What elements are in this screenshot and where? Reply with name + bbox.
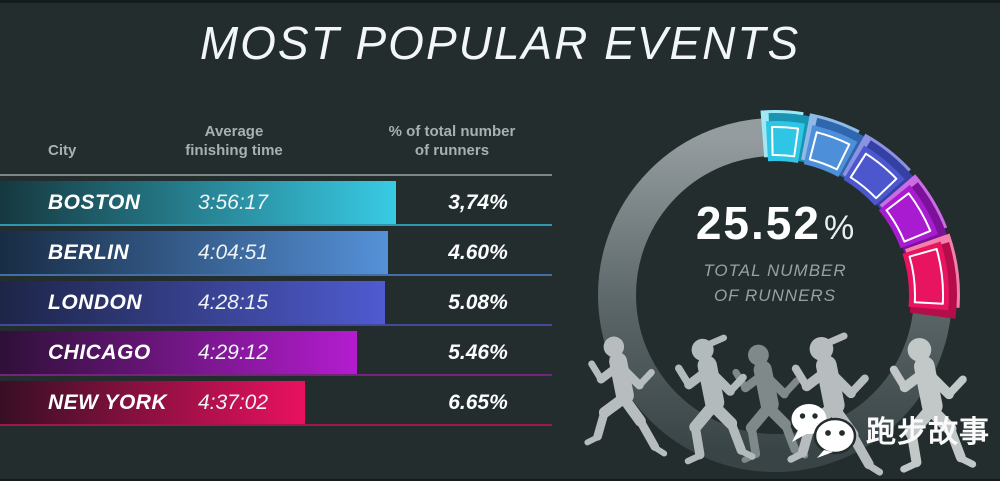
finishing-time: 4:29:12 [197, 341, 269, 364]
row-separator [0, 374, 552, 376]
time-bar [0, 231, 389, 274]
table-row: CHICAGO 4:29:12 5.46% [0, 331, 552, 381]
percent-value: 3,74% [448, 191, 508, 214]
time-bar [0, 281, 385, 324]
city-label: NEW YORK [48, 391, 168, 414]
header-separator [0, 174, 552, 176]
percent-value: 5.46% [448, 341, 508, 364]
total-runners-label-line: TOTAL NUMBER [703, 261, 847, 280]
donut-segment [902, 233, 960, 319]
top-edge-strip [0, 0, 1000, 3]
city-label: BERLIN [48, 241, 130, 264]
time-bar [0, 181, 396, 224]
city-label: CHICAGO [48, 341, 151, 364]
column-header-city: City [48, 142, 77, 159]
total-runners-label: TOTAL NUMBER OF RUNNERS [625, 258, 925, 308]
row-separator [0, 274, 552, 276]
watermark: 跑步故事 [788, 400, 990, 458]
runner-silhouette [584, 336, 668, 457]
table-row: BERLIN 4:04:51 4.60% [0, 231, 552, 281]
table-row: NEW YORK 4:37:02 6.65% [0, 381, 552, 431]
table-row: BOSTON 3:56:17 3,74% [0, 181, 552, 231]
bottom-edge-strip [0, 479, 1000, 481]
watermark-text: 跑步故事 [866, 416, 990, 449]
finishing-time: 4:28:15 [197, 291, 269, 314]
percent-sign: % [823, 209, 855, 247]
column-header-finishing-time: Average finishing time [134, 122, 334, 160]
column-header-line: finishing time [185, 142, 283, 159]
table-row: LONDON 4:28:15 5.08% [0, 281, 552, 331]
percent-value: 4.60% [448, 241, 508, 264]
column-header-line: Average [204, 123, 264, 140]
finishing-time: 4:04:51 [197, 241, 269, 264]
time-bar [0, 331, 358, 374]
runner-silhouette [889, 337, 977, 473]
total-runners-label-line: OF RUNNERS [713, 286, 837, 305]
runner-silhouette [675, 334, 756, 465]
donut-segment [760, 110, 815, 163]
page-title: MOST POPULAR EVENTS [199, 17, 801, 69]
time-bar [0, 381, 306, 424]
donut-segment [878, 174, 949, 254]
donut-center-text: 25.52% TOTAL NUMBER OF RUNNERS [625, 196, 925, 308]
finishing-time: 3:56:17 [197, 191, 269, 214]
row-separator [0, 324, 552, 326]
row-separator [0, 424, 552, 426]
total-percent-value: 25.52 [695, 197, 821, 249]
percent-value: 6.65% [448, 391, 508, 414]
column-header-percent: % of total number of runners [347, 122, 557, 160]
percent-value: 5.08% [448, 291, 508, 314]
finishing-time: 4:37:02 [197, 391, 269, 414]
column-header-line: % of total number [388, 123, 516, 140]
row-separator [0, 224, 552, 226]
city-label: BOSTON [48, 191, 141, 214]
column-header-line: of runners [414, 142, 490, 159]
wechat-icon [791, 404, 857, 458]
city-label: LONDON [48, 291, 142, 314]
